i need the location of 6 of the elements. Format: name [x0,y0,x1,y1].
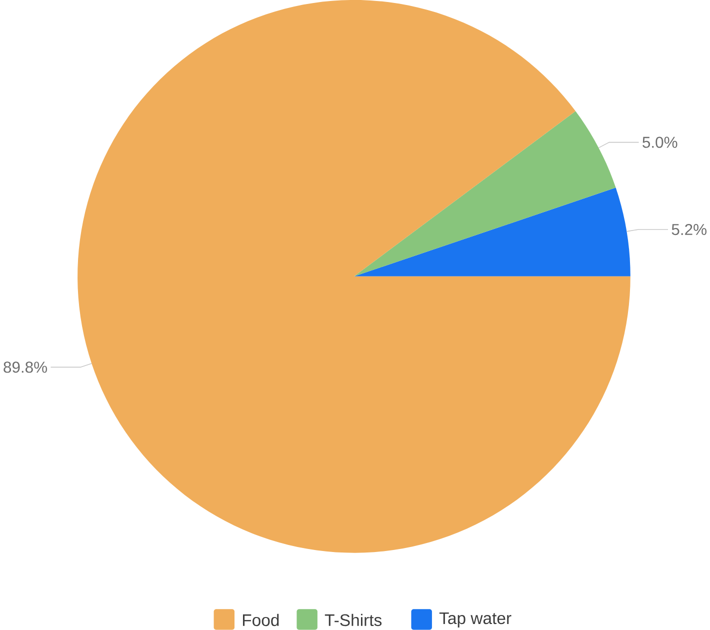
legend-label: Food [242,614,279,626]
legend-label: Tap water [439,612,512,628]
data-label: 5.2% [672,224,706,236]
data-label: 5.0% [642,136,678,148]
legend-label: T-Shirts [324,614,382,626]
data-label: 89.8% [4,362,48,373]
